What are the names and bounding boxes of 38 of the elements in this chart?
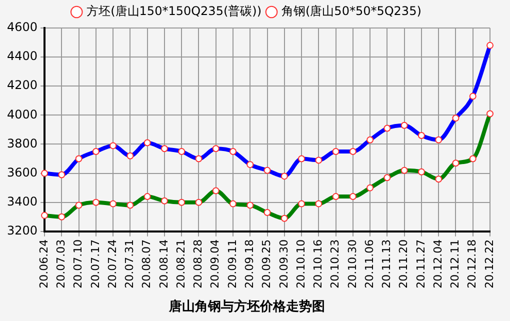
x-tick-label: 20.10.23 (328, 239, 342, 288)
legend-label: 角钢(唐山50*50*5Q235) (282, 4, 422, 18)
x-tick-label: 20.12.04 (431, 239, 444, 288)
x-tick-label: 20.11.27 (414, 239, 428, 288)
x-tick-label: 20.07.31 (123, 239, 136, 288)
x-tick-label: 20.11.20 (397, 239, 410, 288)
x-tick-label: 20.11.13 (380, 239, 394, 288)
x-tick-label: 20.09.30 (277, 239, 290, 288)
y-tick-label: 3200 (6, 224, 38, 238)
y-tick-label: 4400 (6, 49, 38, 64)
x-tick-label: 20.06.24 (37, 239, 50, 288)
y-tick-label: 3800 (6, 136, 38, 150)
x-tick-label: 20.07.03 (54, 239, 68, 288)
y-tick-label: 4600 (6, 20, 38, 34)
y-tick-label: 4200 (6, 78, 38, 92)
x-tick-label: 20.08.07 (140, 239, 154, 288)
x-tick-label: 20.12.11 (448, 239, 462, 288)
y-tick-label: 3400 (6, 194, 38, 208)
y-tick-label: 3600 (6, 165, 38, 180)
y-tick-label: 4000 (6, 107, 38, 122)
x-tick-label: 20.10.30 (346, 239, 359, 288)
x-tick-label: 20.08.21 (174, 239, 188, 288)
text: 唐山角钢与方坯价格走势图 (168, 298, 325, 315)
legend-label: 方坯(唐山150*150Q235(普碳)) (86, 4, 262, 18)
x-tick-label: 20.08.14 (157, 239, 170, 288)
x-tick-label: 20.09.25 (260, 239, 274, 288)
x-tick-label: 20.12.18 (466, 239, 479, 288)
x-tick-label: 20.11.06 (362, 239, 376, 288)
x-tick-label: 20.09.04 (208, 239, 222, 288)
x-tick-label: 20.08.28 (192, 239, 205, 288)
x-tick-label: 20.09.11 (226, 239, 239, 288)
x-tick-label: 20.07.24 (106, 239, 119, 288)
x-tick-label: 20.10.16 (312, 239, 325, 288)
x-tick-label: 20.09.18 (242, 239, 256, 288)
x-tick-label: 20.12.22 (482, 239, 496, 288)
x-tick-label: 20.07.10 (72, 239, 85, 288)
x-tick-label: 20.10.10 (294, 239, 308, 288)
x-tick-label: 20.07.17 (88, 239, 102, 288)
